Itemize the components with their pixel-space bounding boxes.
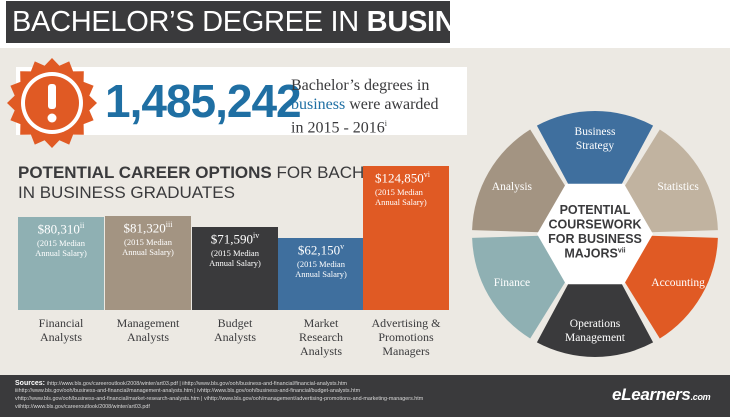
wheel-center-title: POTENTIAL COURSEWORK FOR BUSINESS MAJORSvii bbox=[548, 203, 642, 261]
salary-bar: $80,310ii (2015 Median Annual Salary) bbox=[18, 217, 104, 310]
wheel-segment-label: Business Strategy bbox=[575, 126, 616, 152]
sources-footer bbox=[0, 375, 730, 417]
bar-value-label: $62,150v bbox=[297, 242, 345, 258]
career-heading: POTENTIAL CAREER OPTIONS FOR BACHELOR’S … bbox=[18, 163, 426, 203]
wheel-segment-label: Finance bbox=[494, 277, 530, 289]
exclamation-badge-icon bbox=[7, 58, 97, 148]
bar-salary-note: (2015 Median Annual Salary) bbox=[295, 259, 347, 280]
career-heading-line-2: IN BUSINESS GRADUATES bbox=[18, 183, 235, 202]
bar-category-label: Market Research Analysts bbox=[299, 316, 343, 358]
bar-salary-note: (2015 Median Annual Salary) bbox=[375, 187, 427, 207]
wheel-segment bbox=[536, 111, 654, 234]
stat-highlight: business bbox=[291, 96, 346, 113]
source-line: vhttp://www.bls.gov/ooh/business-and-fin… bbox=[15, 396, 424, 402]
degree-count: 1,485,242 bbox=[105, 75, 302, 127]
bar-category-label: Financial Analysts bbox=[38, 316, 84, 344]
bar-value-label: $71,590iv bbox=[210, 231, 260, 247]
stat-description: Bachelor’s degrees in business were awar… bbox=[291, 76, 466, 137]
wheel-segment-label: Accounting bbox=[651, 277, 705, 289]
stat-line-3: in 2015 - 2016 bbox=[291, 119, 385, 137]
source-line: Sources: ihttp://www.bls.gov/careeroutlo… bbox=[15, 380, 348, 387]
title-regular: BACHELOR’S DEGREE IN bbox=[12, 6, 367, 38]
title-bold: BUSINESS bbox=[366, 6, 513, 38]
bar-salary-note: (2015 Median Annual Salary) bbox=[122, 237, 174, 258]
source-line: iiihttp://www.bls.gov/ooh/business-and-f… bbox=[15, 388, 361, 394]
logo-main: eLearners bbox=[612, 385, 691, 404]
bar-value-label: $81,320iii bbox=[123, 220, 173, 236]
wheel-segment-label: Operations Management bbox=[565, 318, 626, 344]
bar-salary-note: (2015 Median Annual Salary) bbox=[35, 238, 87, 259]
bar-category-label: Management Analysts bbox=[116, 316, 180, 344]
salary-bar: $124,850vi (2015 Median Annual Salary) bbox=[363, 166, 449, 310]
bar-category-label: Budget Analysts bbox=[214, 316, 256, 344]
bar-value-label: $124,850vi bbox=[375, 170, 430, 186]
source-line: viihttp://www.bls.gov/careeroutlook/2008… bbox=[15, 404, 150, 410]
wheel-segment-label: Analysis bbox=[492, 181, 533, 193]
salary-bar: $81,320iii (2015 Median Annual Salary) bbox=[105, 216, 191, 310]
salary-bar: $62,150v (2015 Median Annual Salary) bbox=[278, 238, 364, 310]
wheel-segment-label: Statistics bbox=[657, 181, 699, 193]
elearners-logo: eLearners.com bbox=[612, 385, 711, 405]
logo-suffix: .com bbox=[690, 392, 711, 402]
stat-line-1: Bachelor’s degrees in bbox=[291, 77, 430, 94]
stat-line-2: were awarded bbox=[345, 96, 439, 113]
career-heading-bold: POTENTIAL CAREER OPTIONS bbox=[18, 163, 272, 182]
salary-bar: $71,590iv (2015 Median Annual Salary) bbox=[192, 227, 278, 310]
bar-category-label: Advertising & Promotions Managers bbox=[371, 316, 441, 358]
stat-footnote: i bbox=[384, 119, 388, 128]
coursework-wheel: Business Strategy Statistics Accounting Oper… bbox=[472, 111, 718, 357]
header-bar: BACHELOR’S DEGREE IN BUSINESS bbox=[0, 0, 730, 48]
page-title: BACHELOR’S DEGREE IN BUSINESS bbox=[6, 1, 513, 43]
wheel-segment bbox=[536, 234, 654, 357]
bar-value-label: $80,310ii bbox=[37, 221, 85, 237]
bar-salary-note: (2015 Median Annual Salary) bbox=[209, 248, 261, 269]
